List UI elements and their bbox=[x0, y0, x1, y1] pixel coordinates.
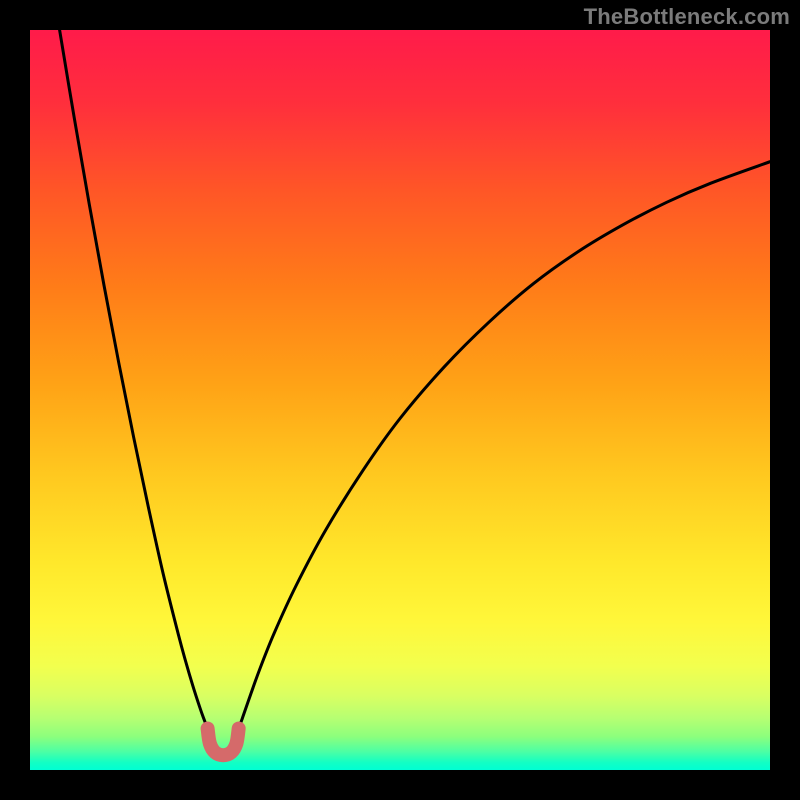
watermark-label: TheBottleneck.com bbox=[584, 4, 790, 30]
stage: TheBottleneck.com bbox=[0, 0, 800, 800]
bottleneck-chart bbox=[30, 30, 770, 770]
chart-background bbox=[30, 30, 770, 770]
